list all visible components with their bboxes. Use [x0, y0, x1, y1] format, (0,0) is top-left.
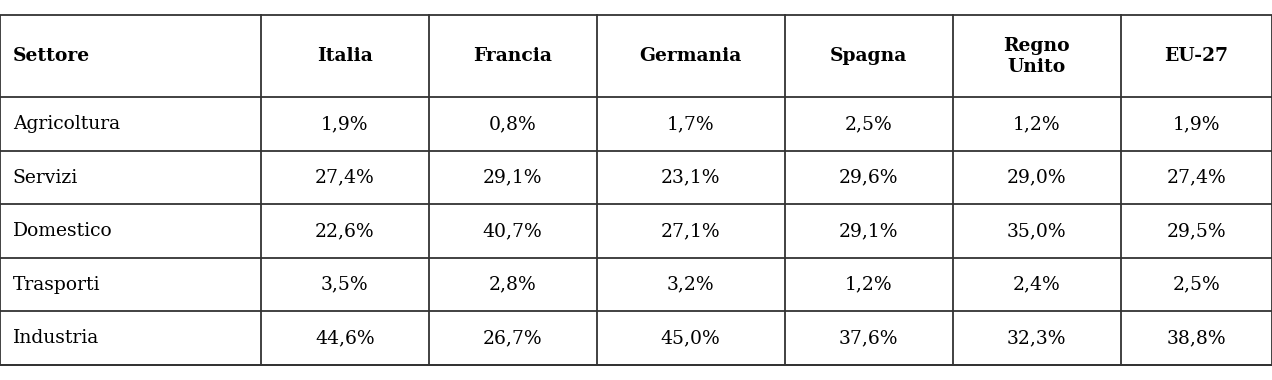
Text: Industria: Industria — [13, 329, 99, 347]
Text: 3,5%: 3,5% — [321, 276, 369, 294]
Text: 2,5%: 2,5% — [845, 115, 893, 133]
Text: 32,3%: 32,3% — [1007, 329, 1066, 347]
Text: 29,1%: 29,1% — [483, 169, 542, 187]
Text: 27,4%: 27,4% — [1166, 169, 1226, 187]
Text: 26,7%: 26,7% — [483, 329, 542, 347]
Text: 22,6%: 22,6% — [315, 222, 374, 240]
Text: 29,1%: 29,1% — [840, 222, 898, 240]
Text: 1,9%: 1,9% — [321, 115, 369, 133]
Text: 40,7%: 40,7% — [483, 222, 542, 240]
Text: 29,5%: 29,5% — [1166, 222, 1226, 240]
Text: Spagna: Spagna — [831, 47, 907, 65]
Text: Italia: Italia — [317, 47, 373, 65]
Text: 29,0%: 29,0% — [1007, 169, 1066, 187]
Text: 2,4%: 2,4% — [1013, 276, 1061, 294]
Text: 1,9%: 1,9% — [1173, 115, 1220, 133]
Text: 37,6%: 37,6% — [840, 329, 898, 347]
Text: 27,1%: 27,1% — [661, 222, 720, 240]
Text: 1,7%: 1,7% — [667, 115, 715, 133]
Text: 0,8%: 0,8% — [488, 115, 537, 133]
Text: 3,2%: 3,2% — [667, 276, 715, 294]
Text: Settore: Settore — [13, 47, 90, 65]
Text: 27,4%: 27,4% — [315, 169, 374, 187]
Text: EU-27: EU-27 — [1164, 47, 1229, 65]
Text: Germania: Germania — [640, 47, 742, 65]
Text: 45,0%: 45,0% — [661, 329, 720, 347]
Text: Agricoltura: Agricoltura — [13, 115, 120, 133]
Text: Servizi: Servizi — [13, 169, 78, 187]
Text: 23,1%: 23,1% — [661, 169, 720, 187]
Text: 38,8%: 38,8% — [1166, 329, 1226, 347]
Text: Domestico: Domestico — [13, 222, 112, 240]
Text: Regno
Unito: Regno Unito — [1004, 37, 1070, 76]
Text: 1,2%: 1,2% — [1013, 115, 1061, 133]
Text: 44,6%: 44,6% — [315, 329, 374, 347]
Text: Francia: Francia — [473, 47, 552, 65]
Text: Trasporti: Trasporti — [13, 276, 100, 294]
Text: 2,8%: 2,8% — [488, 276, 537, 294]
Text: 35,0%: 35,0% — [1007, 222, 1066, 240]
Text: 1,2%: 1,2% — [845, 276, 893, 294]
Text: 29,6%: 29,6% — [840, 169, 898, 187]
Text: 2,5%: 2,5% — [1173, 276, 1220, 294]
